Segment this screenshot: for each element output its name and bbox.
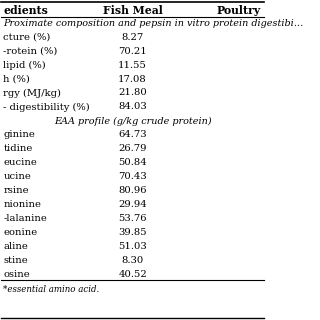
Text: ‑lalanine: ‑lalanine xyxy=(3,214,47,223)
Text: nionine: nionine xyxy=(3,200,41,209)
Text: *essential amino acid.: *essential amino acid. xyxy=(3,284,100,294)
Text: ucine: ucine xyxy=(3,172,31,181)
Text: 51.03: 51.03 xyxy=(118,242,147,251)
Text: 50.84: 50.84 xyxy=(118,158,147,167)
Text: 8.30: 8.30 xyxy=(122,256,144,265)
Text: stine: stine xyxy=(3,256,28,265)
Text: h (%): h (%) xyxy=(3,75,30,84)
Text: tidine: tidine xyxy=(3,144,33,153)
Text: EAA profile (g/kg crude protein): EAA profile (g/kg crude protein) xyxy=(54,116,212,125)
Text: 53.76: 53.76 xyxy=(118,214,147,223)
Text: Fish Meal: Fish Meal xyxy=(103,4,163,16)
Text: eucine: eucine xyxy=(3,158,37,167)
Text: 70.21: 70.21 xyxy=(118,47,147,56)
Text: lipid (%): lipid (%) xyxy=(3,60,46,70)
Text: 80.96: 80.96 xyxy=(118,186,147,195)
Text: 17.08: 17.08 xyxy=(118,75,147,84)
Text: Proximate composition and pepsin in vitro protein digestibi…: Proximate composition and pepsin in vitr… xyxy=(3,19,304,28)
Text: 29.94: 29.94 xyxy=(118,200,147,209)
Text: Poultry: Poultry xyxy=(216,4,260,16)
Text: ‑ digestibility (%): ‑ digestibility (%) xyxy=(3,102,90,112)
Text: 64.73: 64.73 xyxy=(118,130,147,139)
Text: edients: edients xyxy=(3,4,48,16)
Text: 26.79: 26.79 xyxy=(118,144,147,153)
Text: aline: aline xyxy=(3,242,28,251)
Text: rgy (MJ/kg): rgy (MJ/kg) xyxy=(3,88,61,98)
Text: 11.55: 11.55 xyxy=(118,60,147,69)
Text: eonine: eonine xyxy=(3,228,37,237)
Text: 8.27: 8.27 xyxy=(122,33,144,42)
Text: ginine: ginine xyxy=(3,130,35,139)
Text: osine: osine xyxy=(3,270,30,279)
Text: 40.52: 40.52 xyxy=(118,270,147,279)
Text: ‑rotein (%): ‑rotein (%) xyxy=(3,47,58,56)
Text: 84.03: 84.03 xyxy=(118,102,147,111)
Text: 21.80: 21.80 xyxy=(118,88,147,98)
Text: 70.43: 70.43 xyxy=(118,172,147,181)
Text: 39.85: 39.85 xyxy=(118,228,147,237)
Text: cture (%): cture (%) xyxy=(3,33,51,42)
Text: rsine: rsine xyxy=(3,186,29,195)
